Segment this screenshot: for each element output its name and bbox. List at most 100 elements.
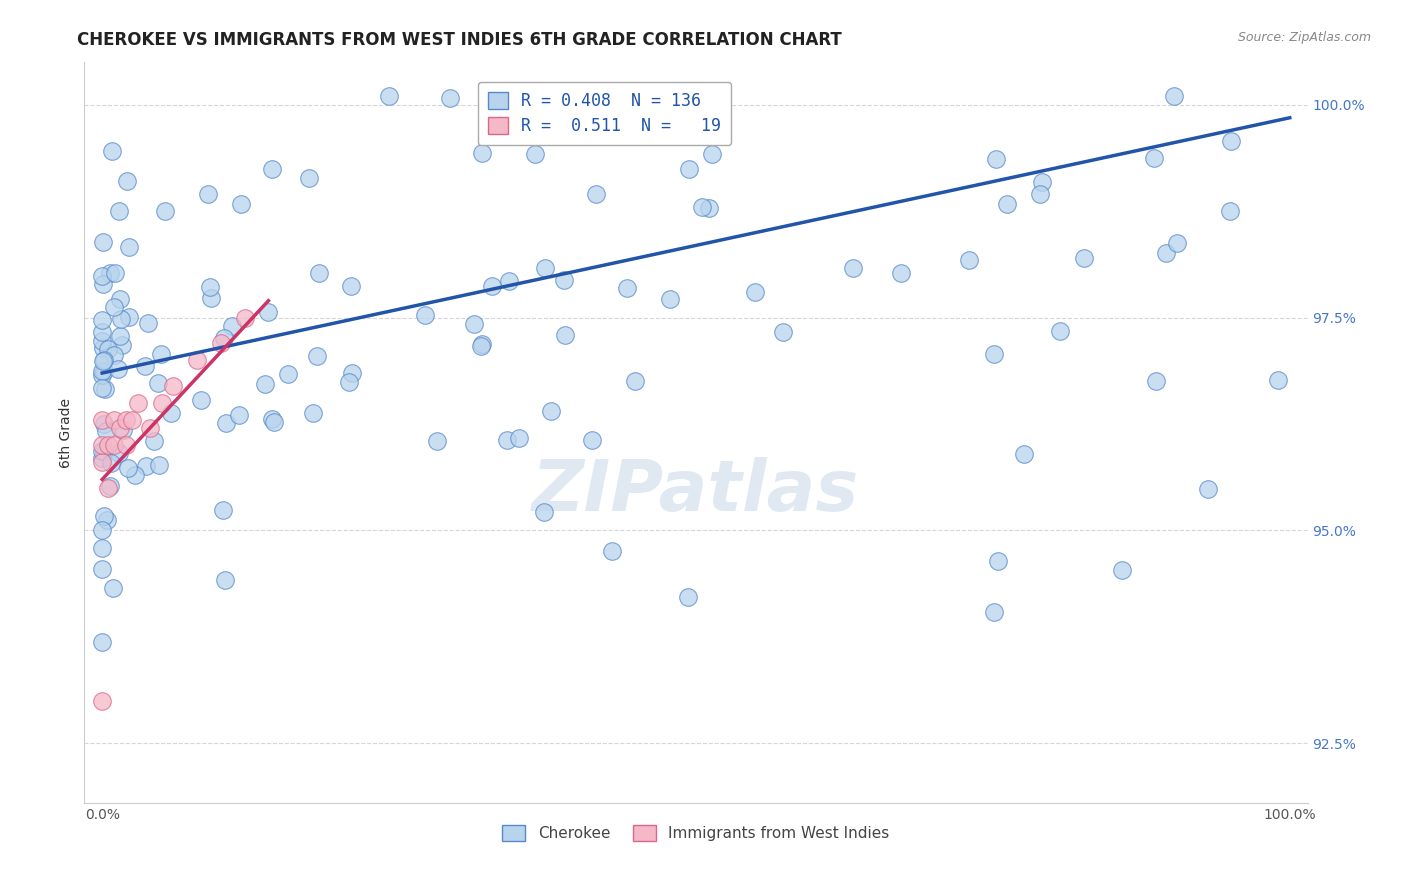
Point bbox=[340, 278, 363, 293]
Point bbox=[159, 405, 181, 419]
Point bbox=[150, 396, 173, 410]
Point bbox=[481, 278, 503, 293]
Point bbox=[553, 273, 575, 287]
Point bbox=[254, 376, 277, 391]
Point bbox=[103, 348, 125, 362]
Point bbox=[984, 152, 1007, 166]
Point bbox=[209, 336, 232, 351]
Text: ZIPatlas: ZIPatlas bbox=[533, 458, 859, 526]
Point bbox=[103, 413, 125, 427]
Point bbox=[337, 375, 360, 389]
Point bbox=[841, 261, 863, 276]
Point bbox=[94, 382, 117, 396]
Point bbox=[127, 396, 149, 410]
Point bbox=[197, 186, 219, 201]
Point bbox=[340, 366, 363, 380]
Point bbox=[1154, 245, 1177, 260]
Point bbox=[678, 162, 700, 177]
Point bbox=[91, 413, 114, 427]
Point bbox=[308, 266, 330, 280]
Point bbox=[690, 200, 713, 214]
Point bbox=[413, 309, 436, 323]
Point bbox=[463, 317, 485, 331]
Point bbox=[97, 438, 120, 452]
Point bbox=[117, 173, 139, 187]
Point bbox=[470, 339, 492, 353]
Point bbox=[471, 146, 494, 161]
Point bbox=[200, 280, 222, 294]
Point bbox=[554, 327, 576, 342]
Point bbox=[1031, 176, 1053, 190]
Point bbox=[91, 325, 114, 339]
Point bbox=[93, 444, 115, 458]
Point bbox=[104, 266, 127, 280]
Point bbox=[995, 197, 1018, 211]
Point bbox=[149, 346, 172, 360]
Text: CHEROKEE VS IMMIGRANTS FROM WEST INDIES 6TH GRADE CORRELATION CHART: CHEROKEE VS IMMIGRANTS FROM WEST INDIES … bbox=[77, 31, 842, 49]
Point bbox=[138, 421, 160, 435]
Point bbox=[91, 235, 114, 250]
Point bbox=[91, 268, 114, 283]
Point bbox=[91, 523, 114, 537]
Point bbox=[890, 266, 912, 280]
Point bbox=[91, 313, 114, 327]
Point bbox=[1073, 251, 1095, 265]
Point bbox=[471, 336, 494, 351]
Point bbox=[91, 381, 114, 395]
Point bbox=[107, 362, 129, 376]
Point bbox=[91, 443, 114, 458]
Point bbox=[508, 431, 530, 445]
Point bbox=[1111, 563, 1133, 577]
Point bbox=[1012, 447, 1035, 461]
Point bbox=[115, 413, 138, 427]
Point bbox=[498, 274, 520, 288]
Point bbox=[256, 305, 278, 319]
Point bbox=[693, 116, 716, 130]
Point bbox=[439, 90, 461, 104]
Point bbox=[231, 196, 253, 211]
Point bbox=[987, 554, 1010, 568]
Point bbox=[190, 392, 212, 407]
Point bbox=[91, 634, 114, 648]
Point bbox=[91, 562, 114, 576]
Point bbox=[110, 311, 132, 326]
Point bbox=[1049, 324, 1071, 338]
Point bbox=[215, 416, 238, 430]
Point bbox=[111, 338, 134, 352]
Point bbox=[212, 331, 235, 345]
Point bbox=[1197, 482, 1219, 496]
Point bbox=[91, 694, 114, 708]
Point bbox=[659, 292, 682, 306]
Point bbox=[1220, 134, 1243, 148]
Point bbox=[260, 161, 283, 176]
Legend: Cherokee, Immigrants from West Indies: Cherokee, Immigrants from West Indies bbox=[496, 819, 896, 847]
Point bbox=[581, 433, 603, 447]
Point bbox=[678, 590, 700, 604]
Point bbox=[100, 456, 122, 470]
Point bbox=[117, 310, 139, 324]
Text: Source: ZipAtlas.com: Source: ZipAtlas.com bbox=[1237, 31, 1371, 45]
Point bbox=[623, 374, 645, 388]
Point bbox=[91, 438, 114, 452]
Point bbox=[496, 433, 519, 447]
Point bbox=[426, 434, 449, 448]
Point bbox=[1166, 235, 1188, 250]
Point bbox=[153, 204, 176, 219]
Point bbox=[540, 404, 562, 418]
Point bbox=[228, 408, 250, 422]
Point bbox=[96, 513, 118, 527]
Point bbox=[108, 446, 131, 460]
Point bbox=[107, 204, 129, 219]
Point bbox=[124, 467, 146, 482]
Point bbox=[162, 379, 184, 393]
Point bbox=[136, 316, 159, 330]
Point bbox=[103, 300, 125, 314]
Point bbox=[135, 459, 157, 474]
Point bbox=[699, 201, 721, 215]
Point bbox=[772, 326, 794, 340]
Point bbox=[93, 509, 115, 524]
Point bbox=[1144, 375, 1167, 389]
Point bbox=[97, 342, 120, 356]
Point bbox=[377, 89, 399, 103]
Point bbox=[186, 353, 208, 368]
